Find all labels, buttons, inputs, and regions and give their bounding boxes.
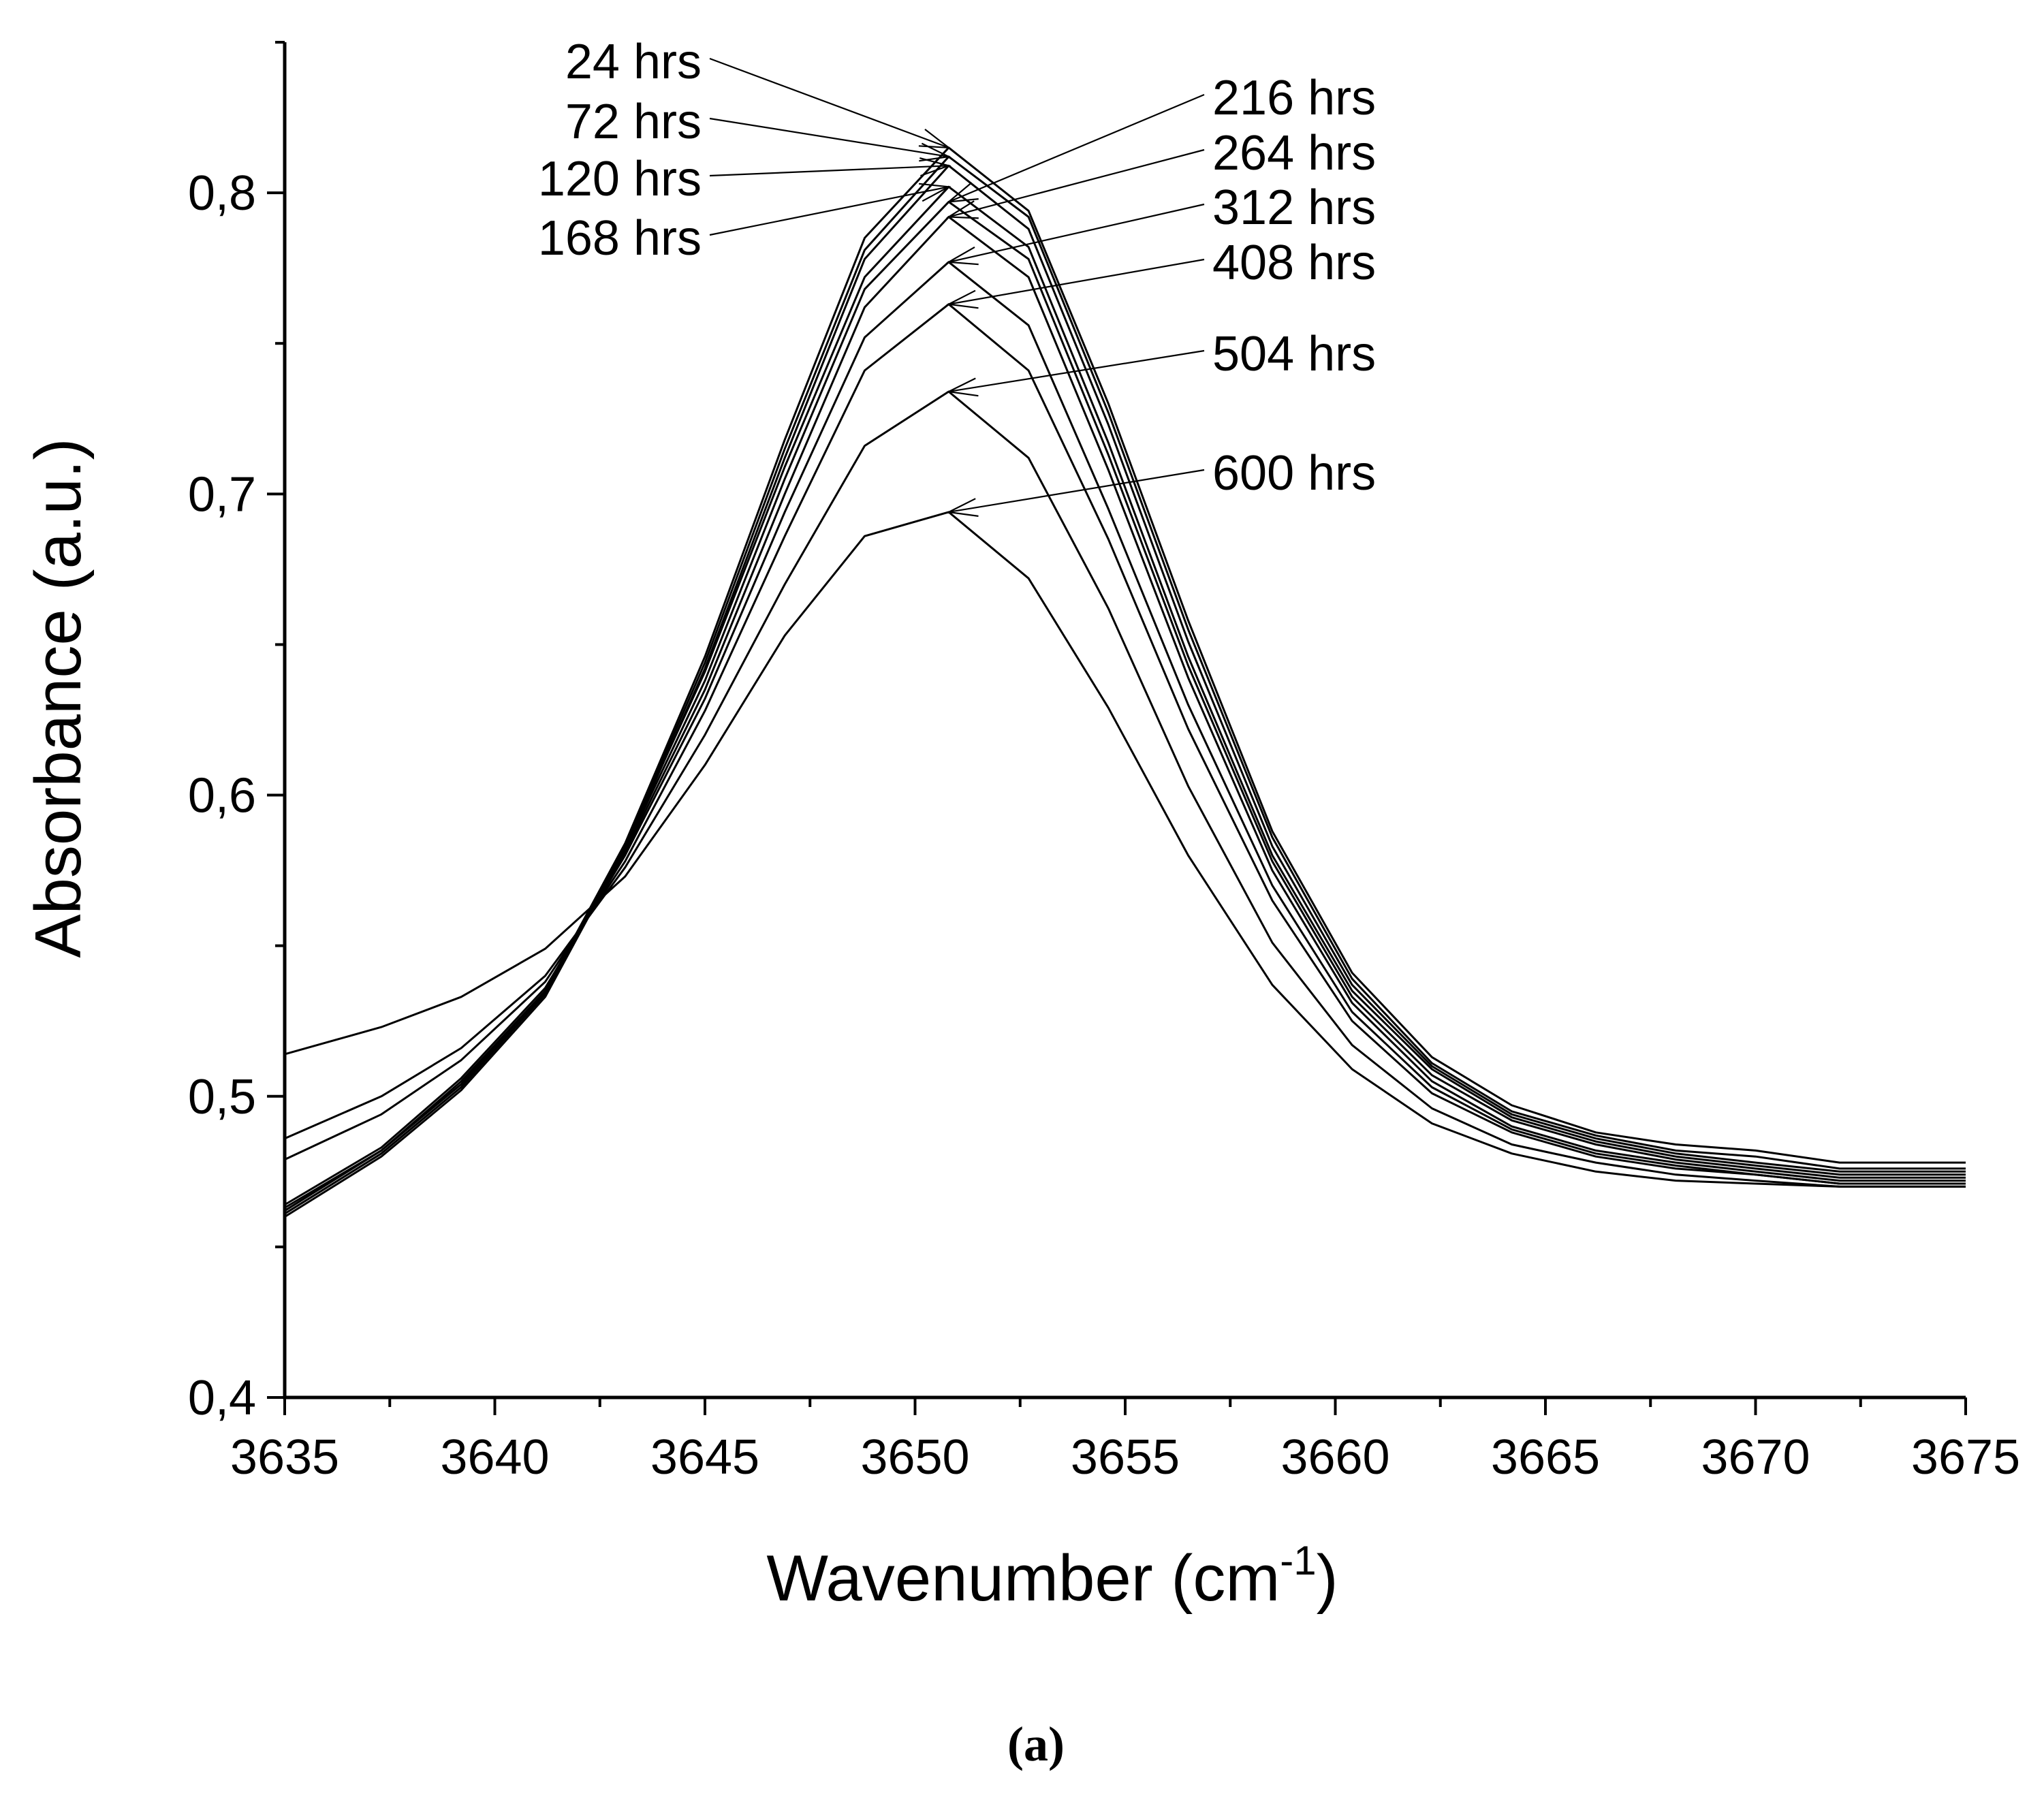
leader-line-168-hrs: [709, 186, 949, 236]
series-label-168-hrs: 168 hrs: [538, 211, 702, 266]
series-line-312-hrs: [284, 261, 1966, 1206]
leader-line-264-hrs: [948, 148, 1205, 218]
leader-arrowhead-600-hrs: [946, 498, 979, 517]
x-tick-label: 3675: [1911, 1430, 2020, 1485]
series-label-24-hrs: 24 hrs: [565, 35, 702, 89]
leader-arrowhead-504-hrs: [946, 377, 979, 397]
series-layer: [284, 146, 1966, 1218]
x-tick-label: 3635: [230, 1430, 339, 1485]
axis-lines: [283, 42, 1966, 1400]
series-label-72-hrs: 72 hrs: [565, 95, 702, 149]
leader-line-504-hrs: [948, 349, 1205, 393]
series-label-408-hrs: 408 hrs: [1212, 236, 1376, 290]
y-tick-label: 0,7: [188, 467, 256, 522]
x-axis-title: Wavenumber (cm-1): [766, 1538, 1338, 1615]
leader-line-72-hrs: [709, 117, 949, 158]
series-line-72-hrs: [284, 155, 1966, 1215]
y-tick-label: 0,8: [188, 166, 256, 221]
leader-line-600-hrs: [948, 469, 1205, 513]
leader-arrowhead-264-hrs: [946, 200, 979, 219]
series-line-600-hrs: [284, 511, 1966, 1188]
y-tick-label: 0,4: [188, 1371, 256, 1425]
x-tick-label: 3660: [1280, 1430, 1389, 1485]
leader-arrowhead-408-hrs: [946, 289, 979, 309]
series-line-264-hrs: [284, 216, 1966, 1209]
x-axis-title-main: Wavenumber (cm: [766, 1542, 1280, 1615]
leader-arrowhead-216-hrs: [946, 182, 979, 203]
leader-arrowhead-168-hrs: [918, 183, 952, 202]
x-tick-label: 3640: [440, 1430, 549, 1485]
series-line-408-hrs: [284, 303, 1966, 1185]
leader-arrowhead-72-hrs: [919, 142, 952, 162]
y-tick-label: 0,6: [188, 769, 256, 823]
series-label-120-hrs: 120 hrs: [538, 152, 702, 206]
series-line-24-hrs: [284, 146, 1966, 1212]
series-label-312-hrs: 312 hrs: [1212, 180, 1376, 235]
y-axis-title: Absorbance (a.u.): [22, 438, 95, 958]
series-label-600-hrs: 600 hrs: [1212, 446, 1376, 501]
x-tick-label: 3650: [860, 1430, 969, 1485]
leader-arrowhead-312-hrs: [946, 246, 979, 266]
leader-line-120-hrs: [709, 165, 949, 177]
x-axis-title-close: ): [1317, 1542, 1338, 1615]
x-tick-label: 3655: [1071, 1430, 1180, 1485]
axes: 3635 3640 3645 3650 3655 3660 3665 3670 3675 0,4 0…: [188, 41, 2020, 1485]
leader-line-408-hrs: [948, 258, 1205, 305]
series-label-504-hrs: 504 hrs: [1212, 327, 1376, 381]
series-line-504-hrs: [284, 390, 1966, 1188]
x-tick-label: 3645: [650, 1430, 759, 1485]
series-label-216-hrs: 216 hrs: [1212, 71, 1376, 125]
series-line-168-hrs: [284, 185, 1966, 1215]
x-tick-label: 3670: [1701, 1430, 1810, 1485]
series-line-216-hrs: [284, 200, 1966, 1212]
leader-line-312-hrs: [948, 203, 1205, 263]
series-line-120-hrs: [284, 164, 1966, 1218]
leader-line-24-hrs: [709, 57, 949, 148]
leader-arrowhead-120-hrs: [919, 157, 952, 177]
panel-label: (a): [1007, 1717, 1065, 1771]
leader-line-216-hrs: [948, 93, 1205, 203]
series-label-264-hrs: 264 hrs: [1212, 126, 1376, 180]
x-axis-title-superscript: -1: [1280, 1538, 1316, 1583]
x-tick-label: 3665: [1491, 1430, 1600, 1485]
y-tick-label: 0,5: [188, 1070, 256, 1124]
